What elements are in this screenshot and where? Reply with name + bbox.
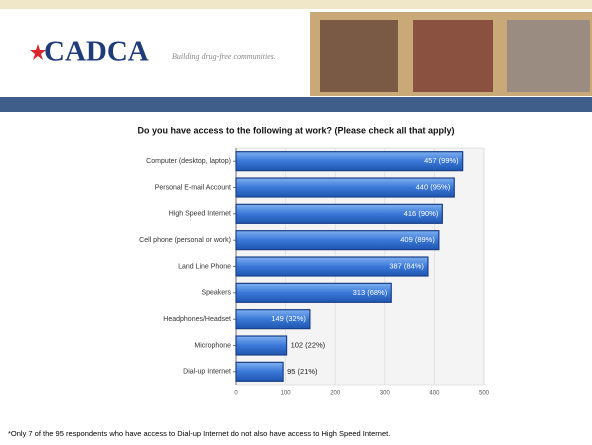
logo-star — [30, 44, 46, 60]
x-tick-label: 100 — [281, 391, 292, 397]
value-label: 102 (22%) — [291, 340, 326, 349]
y-tick-label: Microphone — [194, 342, 231, 349]
photo — [320, 20, 398, 92]
tagline: Building drug-free communities. — [172, 52, 276, 61]
bar — [235, 361, 284, 382]
photo — [413, 20, 493, 92]
value-label: 409 (89%) — [400, 235, 435, 244]
y-tick-label: Speakers — [201, 290, 231, 297]
footnote: *Only 7 of the 95 respondents who have a… — [8, 429, 390, 438]
y-tick-label: High Speed Internet — [169, 211, 231, 218]
top-strip — [0, 0, 592, 9]
value-label: 149 (32%) — [271, 314, 306, 323]
x-tick-label: 200 — [330, 391, 341, 397]
y-tick-label: Cell phone (personal or work) — [139, 237, 231, 244]
y-tick-label: Headphones/Headset — [163, 316, 231, 323]
y-tick-label: Computer (desktop, laptop) — [146, 158, 231, 165]
bar — [235, 335, 288, 356]
value-label: 457 (99%) — [424, 156, 459, 165]
x-tick-label: 400 — [429, 391, 440, 397]
bar — [235, 256, 429, 277]
x-tick-label: 300 — [380, 391, 391, 397]
bar — [235, 230, 440, 251]
bar — [235, 203, 443, 224]
y-tick-label: Dial-up Internet — [183, 369, 231, 376]
x-tick-label: 0 — [234, 391, 238, 397]
bar — [235, 282, 392, 303]
blue-band — [0, 97, 592, 112]
bar — [235, 151, 464, 172]
logo-text: CADCA — [44, 36, 149, 68]
value-label: 95 (21%) — [287, 367, 318, 376]
value-label: 440 (95%) — [416, 182, 451, 191]
value-label: 387 (84%) — [389, 261, 424, 270]
bar — [235, 309, 311, 330]
y-tick-label: Personal E-mail Account — [155, 184, 231, 191]
chart-title: Do you have access to the following at w… — [137, 125, 454, 135]
bar — [235, 177, 455, 198]
photo — [507, 20, 590, 92]
y-tick-label: Land Line Phone — [178, 263, 231, 270]
x-tick-label: 500 — [479, 391, 490, 397]
value-label: 416 (90%) — [404, 209, 439, 218]
value-label: 313 (68%) — [353, 288, 388, 297]
